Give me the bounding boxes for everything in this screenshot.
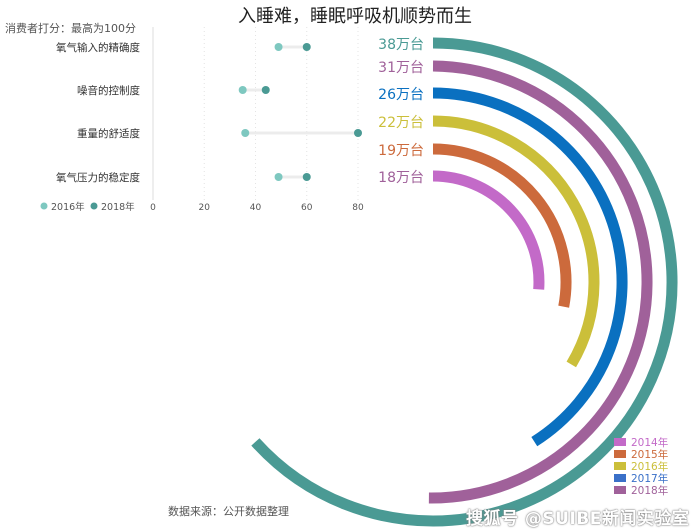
legend-swatch bbox=[614, 474, 626, 482]
x-tick-label: 80 bbox=[352, 203, 364, 213]
dot-2016年 bbox=[241, 129, 250, 137]
radial-bar bbox=[428, 60, 653, 504]
radial-bar bbox=[251, 37, 678, 527]
legend-label: 2016年 bbox=[631, 460, 668, 473]
radial-bar bbox=[432, 87, 628, 447]
x-tick-label: 60 bbox=[301, 203, 313, 213]
x-tick-label: 20 bbox=[199, 203, 211, 213]
dot-2018年 bbox=[302, 43, 311, 51]
radial-bar-label: 38万台 bbox=[378, 37, 424, 53]
category-label: 氧气压力的稳定度 bbox=[56, 171, 140, 184]
radial-bar-label: 18万台 bbox=[378, 170, 424, 186]
dot-2016年 bbox=[274, 43, 283, 51]
legend-label: 2014年 bbox=[631, 436, 668, 449]
legend-label: 2016年 bbox=[51, 201, 85, 213]
dot-2018年 bbox=[354, 129, 362, 137]
dot-2018年 bbox=[302, 173, 311, 181]
x-tick-label: 40 bbox=[250, 203, 262, 213]
dot-2016年 bbox=[274, 173, 283, 181]
radial-bar-label: 22万台 bbox=[378, 115, 424, 131]
radial-bar bbox=[432, 170, 545, 290]
legend-swatch bbox=[614, 462, 626, 470]
legend-marker bbox=[90, 202, 98, 210]
dumbbell-subtitle: 消费者打分：最高为100分 bbox=[5, 22, 136, 35]
radial-bar-label: 31万台 bbox=[378, 60, 424, 76]
chart-title: 入睡难，睡眠呼吸机顺势而生 bbox=[238, 6, 472, 27]
legend-label: 2018年 bbox=[631, 484, 668, 497]
radial-bar bbox=[432, 143, 572, 308]
category-label: 噪音的控制度 bbox=[77, 84, 140, 97]
legend-marker bbox=[40, 202, 48, 210]
category-label: 氧气输入的精确度 bbox=[56, 41, 140, 54]
radial-bar-label: 19万台 bbox=[378, 143, 424, 159]
legend-swatch bbox=[614, 438, 626, 446]
legend-swatch bbox=[614, 486, 626, 494]
legend-label: 2015年 bbox=[631, 448, 668, 461]
watermark: 搜狐号 @SUIBE新闻实验室 bbox=[466, 509, 690, 529]
legend-label: 2017年 bbox=[631, 472, 668, 485]
radial-bar-label: 26万台 bbox=[378, 87, 424, 103]
category-label: 重量的舒适度 bbox=[77, 127, 140, 140]
legend-label: 2018年 bbox=[101, 201, 135, 213]
x-tick-label: 0 bbox=[150, 203, 156, 213]
legend-swatch bbox=[614, 450, 626, 458]
source-note: 数据来源：公开数据整理 bbox=[168, 505, 289, 518]
dot-2016年 bbox=[238, 86, 247, 94]
radial-bar bbox=[432, 115, 600, 368]
dot-2018年 bbox=[261, 86, 270, 94]
